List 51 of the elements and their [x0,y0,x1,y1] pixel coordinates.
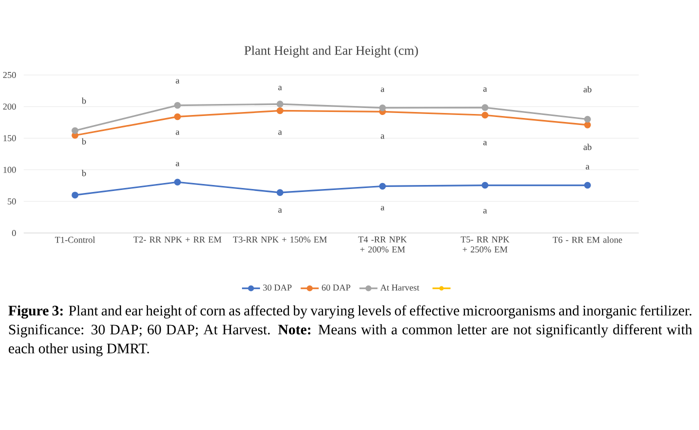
annotation: a [176,79,180,84]
x-tick-label: T4 -RR NPK + 200% EM [358,236,407,253]
point [482,182,488,189]
point [276,189,284,196]
annotation: b [82,170,86,176]
point [379,104,386,112]
annotation: ab [584,86,592,92]
annotation: a [483,87,487,92]
point [276,107,284,114]
annotation: b [82,138,86,145]
point [276,100,284,108]
x-tick-label: T6 - RR EM alone [552,236,622,243]
annotation: a [586,165,590,170]
point [174,113,181,120]
legend-label: At Harvest [380,284,420,291]
text: Figure 3: Plant and ear height of corn as affected by varying levels of effective microorganisms and inorganic fertilizer. Significance: 30 DAP; 60 DAP; At Harvest. Note: Means with a common letter are not significantly different with each other using DMRT. [8,305,692,356]
annotation: ab [584,144,592,150]
point [379,182,386,190]
legend-label: 60 DAP [322,284,350,291]
annotation: a [278,86,282,90]
legend-label: 30 DAP [263,284,292,291]
point [174,178,181,186]
point [584,116,591,123]
point [584,182,591,189]
point [72,192,78,198]
y-tick-label: 100 [4,166,16,173]
point [174,102,181,109]
annotation: a [380,134,384,139]
x-tick-label: T5- RR NPK + 250% EM [460,236,510,252]
y-tick-label: 50 [8,198,16,204]
annotation: a [278,130,282,135]
annotation: a [176,162,180,166]
x-tick-label: T3-RR NPK + 150% EM [233,236,327,243]
annotation: a [278,208,282,213]
point [584,122,591,128]
annotation: a [483,209,487,214]
annotation: b [82,97,86,104]
point [482,112,488,119]
y-tick-label: 200 [3,104,16,110]
y-tick-label: 0 [12,230,16,236]
annotation: a [380,88,384,92]
annotation: a [176,130,180,135]
y-tick-label: 250 [3,72,16,78]
point [72,127,78,134]
annotation: a [380,206,384,210]
annotation: a [483,140,487,146]
chart-title: Plant Height and Ear Height (cm) [244,46,418,58]
point [482,104,488,111]
y-tick-label: 150 [4,135,16,142]
x-tick-label: T2- RR NPK + RR EM [134,236,222,242]
x-tick-label: T1-Control [54,236,95,243]
